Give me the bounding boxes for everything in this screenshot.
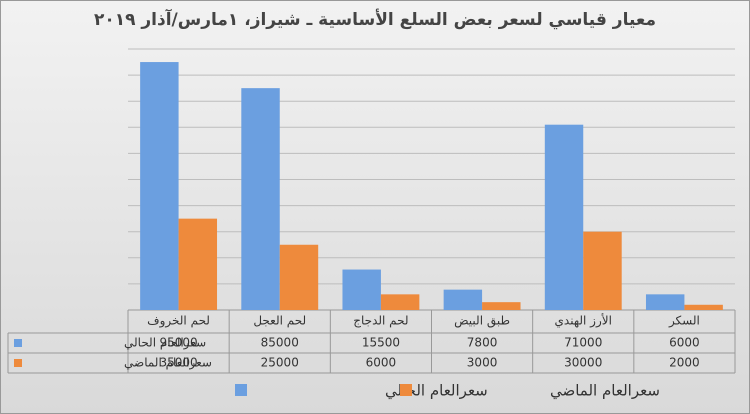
table-value: 95000	[159, 336, 197, 350]
legend-key	[14, 339, 22, 347]
legend-key	[14, 359, 22, 367]
x-tick-label: لحم الخروف	[147, 314, 210, 329]
bar	[178, 218, 218, 310]
table-value: 15500	[362, 336, 400, 350]
bar	[544, 124, 584, 310]
row-header: سعرالعام الماضي	[124, 356, 212, 371]
table-value: 85000	[261, 336, 299, 350]
table-value: 6000	[669, 336, 700, 350]
table-value: 7800	[467, 336, 498, 350]
row-header: سعرالعام الحالي	[124, 336, 206, 351]
legend-label: سعرالعام الماضي	[550, 382, 660, 401]
chart-title: معيار قياسي لسعر بعض السلع الأساسية ـ شي…	[94, 8, 656, 30]
x-tick-label: السكر	[668, 314, 700, 329]
table-value: 6000	[366, 356, 397, 370]
table-value: 3000	[467, 356, 498, 370]
x-tick-label: لحم العجل	[253, 314, 306, 328]
table-value: 71000	[564, 336, 602, 350]
bar	[279, 244, 319, 310]
table-value: 35000	[159, 356, 197, 370]
bar	[684, 304, 723, 310]
bar	[140, 62, 179, 310]
bar	[583, 231, 622, 310]
bar	[645, 294, 685, 310]
bar	[342, 269, 381, 310]
table-value: 2000	[669, 356, 700, 370]
table-value: 30000	[564, 356, 602, 370]
bar	[241, 88, 280, 311]
x-tick-label: لحم الدجاج	[353, 314, 408, 328]
x-tick-label: الأرز الهندي	[555, 313, 612, 329]
x-tick-label: طبق البيض	[454, 314, 510, 329]
bar	[482, 302, 521, 310]
bar	[443, 289, 483, 310]
bar	[380, 294, 420, 310]
legend-key	[235, 384, 247, 396]
table-value: 25000	[261, 356, 299, 370]
legend-key	[400, 384, 412, 396]
